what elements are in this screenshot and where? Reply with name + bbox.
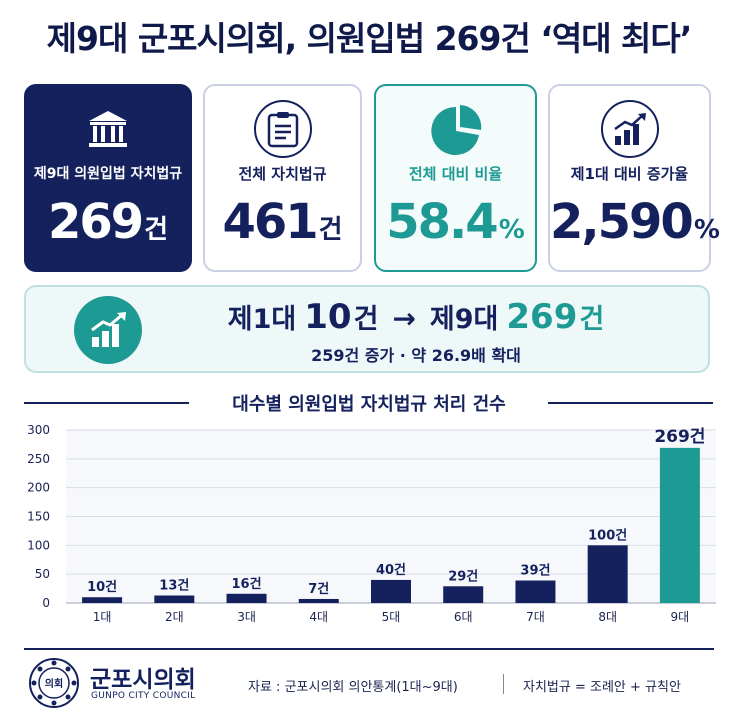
stat-card-growth: 제1대 대비 증가율 2,590% bbox=[548, 84, 720, 272]
bar-5대 bbox=[371, 579, 411, 603]
bar-9대 bbox=[659, 447, 700, 603]
bar-3대 bbox=[226, 593, 267, 603]
x-tick-label: 5대 bbox=[382, 610, 401, 624]
x-tick-label: 8대 bbox=[598, 610, 617, 624]
brand-name-english: GUNPO CITY COUNCIL bbox=[91, 691, 196, 701]
chart-title: 대수별 의원입법 자치법규 처리 건수 bbox=[232, 394, 506, 415]
card-value: 461건 bbox=[222, 194, 343, 250]
card-label: 전체 자치법규 bbox=[238, 165, 327, 183]
comparison-banner: 제1대 10건 → 제9대 269건 259건 증가 · 약 26.9배 확대 bbox=[24, 285, 710, 373]
divider bbox=[24, 648, 714, 650]
card-value: 58.4% bbox=[386, 194, 525, 250]
y-tick-label: 150 bbox=[27, 510, 50, 524]
divider bbox=[503, 674, 504, 694]
bar-value-label: 39건 bbox=[520, 563, 550, 579]
banner-from-value: 10 bbox=[304, 297, 352, 337]
banner-unit: 건 bbox=[353, 304, 379, 335]
arrow-right-icon: → bbox=[392, 302, 416, 335]
council-seal-icon: 의회 bbox=[29, 658, 79, 708]
bar-7대 bbox=[515, 580, 556, 603]
divider bbox=[24, 402, 189, 404]
card-label: 제1대 대비 증가율 bbox=[570, 165, 689, 183]
bar-2대 bbox=[154, 595, 195, 603]
bar-value-label: 7건 bbox=[308, 581, 329, 597]
clipboard-icon bbox=[253, 100, 312, 158]
card-label: 제9대 의원입법 자치법규 bbox=[33, 166, 183, 182]
x-tick-label: 2대 bbox=[165, 610, 184, 624]
bar-value-label: 16건 bbox=[232, 576, 262, 592]
banner-to-value: 269 bbox=[506, 297, 578, 337]
banner-comparison: 제1대 10건 → 제9대 269건 bbox=[166, 297, 666, 337]
bar-value-label: 13건 bbox=[159, 578, 189, 594]
x-tick-label: 3대 bbox=[237, 610, 256, 624]
stat-card-total-bylaws: 전체 자치법규 461건 bbox=[203, 84, 362, 272]
y-tick-label: 200 bbox=[27, 481, 50, 495]
x-tick-label: 1대 bbox=[93, 610, 112, 624]
card-label: 전체 대비 비율 bbox=[408, 165, 503, 183]
x-tick-label: 7대 bbox=[526, 610, 545, 624]
x-tick-label: 4대 bbox=[309, 610, 328, 624]
brand-name: 군포시의회 bbox=[90, 667, 196, 693]
bar-value-label: 10건 bbox=[87, 579, 117, 595]
seal-text: 의회 bbox=[45, 677, 63, 690]
bar-chart: 0 50 100 150 200 250 300 10건 1대 13건 2대 16건 3대 7건 4대 40건… bbox=[27, 423, 716, 624]
growth-chart-icon bbox=[74, 296, 142, 364]
pie-chart-icon bbox=[427, 100, 485, 158]
card-value: 2,590% bbox=[550, 194, 720, 250]
y-tick-label: 50 bbox=[35, 567, 50, 581]
source-note: 자료 : 군포시의회 의안통계(1대~9대) bbox=[248, 680, 458, 695]
y-tick-label: 250 bbox=[27, 452, 50, 466]
banner-to-label: 제9대 bbox=[429, 304, 499, 335]
bar-1대 bbox=[82, 597, 123, 603]
bar-value-label: 29건 bbox=[448, 568, 478, 584]
card-value: 269건 bbox=[47, 194, 169, 250]
bar-4대 bbox=[298, 598, 339, 603]
banner-from-label: 제1대 bbox=[227, 304, 297, 335]
y-tick-label: 300 bbox=[27, 423, 50, 437]
growth-chart-icon bbox=[600, 100, 659, 158]
banner-unit: 건 bbox=[579, 304, 605, 335]
bar-6대 bbox=[443, 586, 484, 603]
x-tick-label: 9대 bbox=[671, 610, 690, 624]
bar-8대 bbox=[587, 545, 628, 603]
bar-value-label: 40건 bbox=[376, 562, 406, 578]
y-tick-label: 0 bbox=[42, 596, 50, 610]
government-building-icon bbox=[79, 100, 137, 158]
bar-value-label: 269건 bbox=[654, 427, 705, 447]
stat-card-9th-bills: 제9대 의원입법 자치법규 269건 bbox=[24, 84, 192, 272]
y-tick-label: 100 bbox=[27, 538, 50, 552]
bar-value-label: 100건 bbox=[588, 527, 627, 543]
banner-subtitle: 259건 증가 · 약 26.9배 확대 bbox=[311, 346, 521, 365]
definition-note: 자치법규 = 조례안 + 규칙안 bbox=[523, 680, 681, 695]
x-tick-label: 6대 bbox=[454, 610, 473, 624]
stat-card-ratio: 전체 대비 비율 58.4% bbox=[374, 84, 537, 272]
page-title: 제9대 군포시의회, 의원입법 269건 ‘역대 최다’ bbox=[46, 19, 693, 58]
divider bbox=[548, 402, 713, 404]
